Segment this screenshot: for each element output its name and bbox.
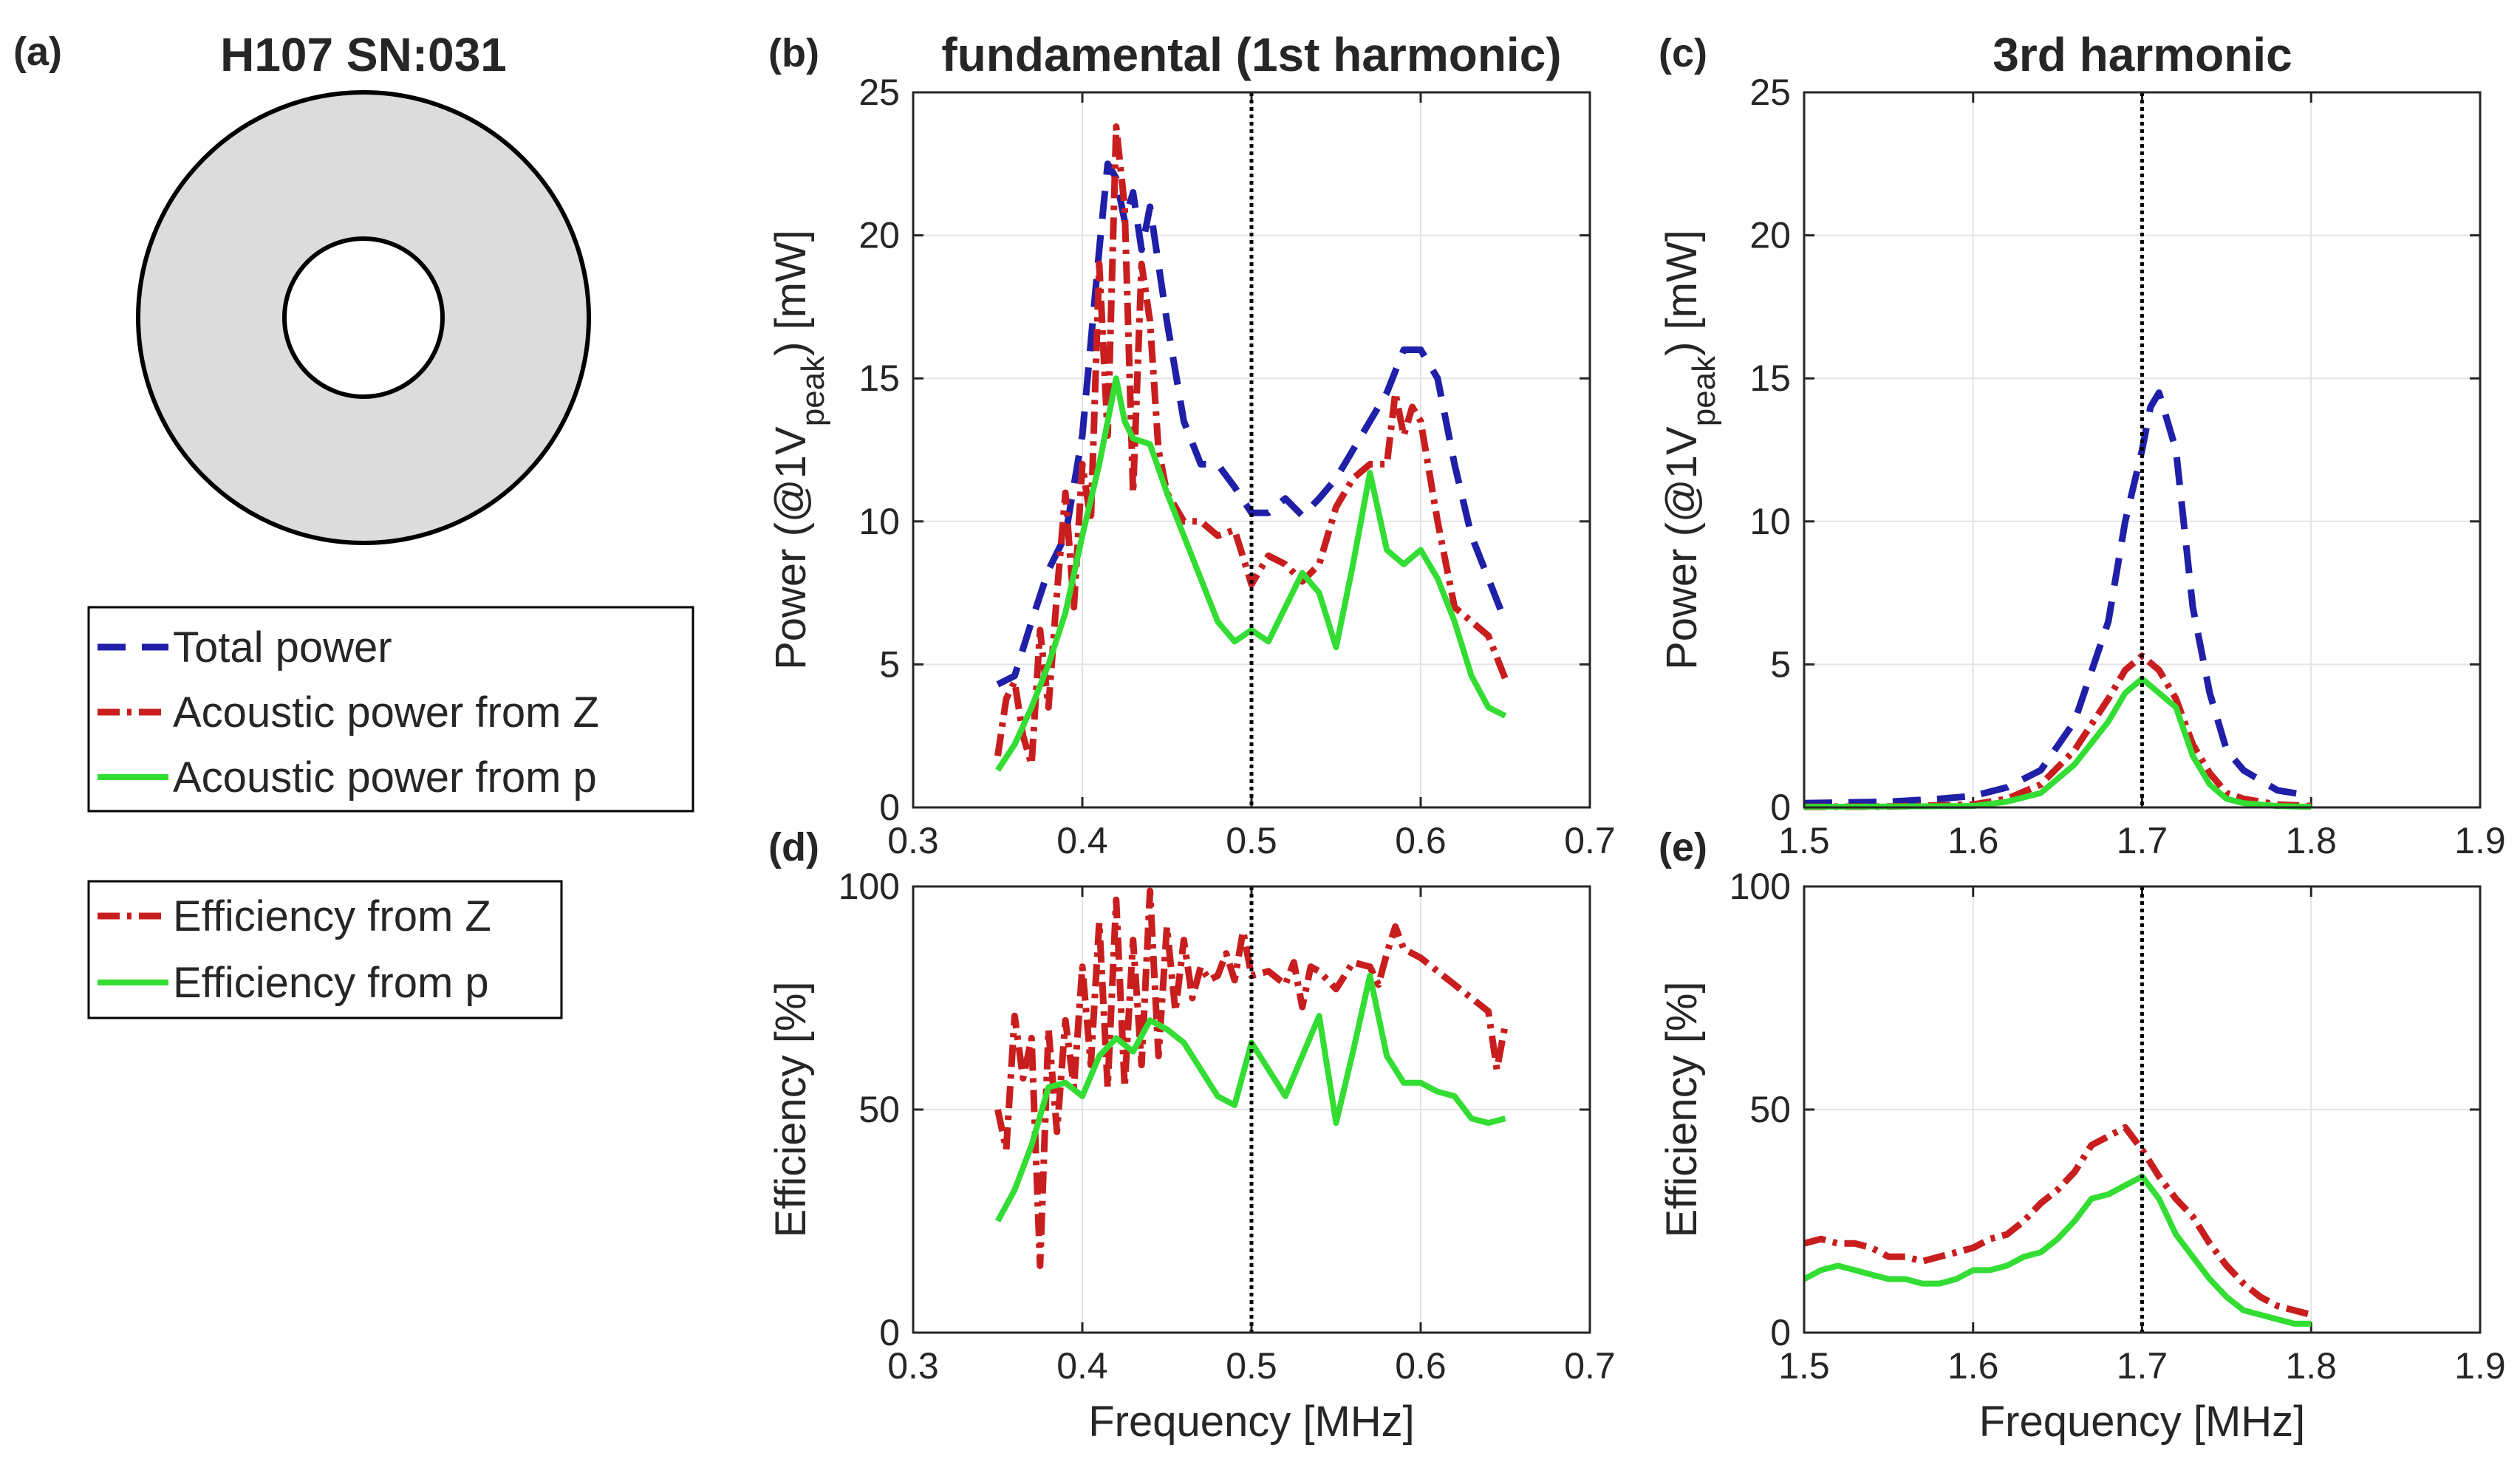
ytick-label-b-5: 25 — [858, 72, 900, 113]
ylabel-sub-c: peak — [1686, 355, 1722, 426]
ylabel-main-e: Efficiency [%] — [1658, 981, 1706, 1237]
ytick-label-b-0: 0 — [879, 787, 900, 828]
xtick-label-d-4: 0.7 — [1564, 1345, 1616, 1387]
ylabel-main-d: Efficiency [%] — [767, 981, 815, 1237]
transducer-aperture — [282, 236, 445, 399]
ylabel-end-b: ) [mW] — [767, 230, 815, 356]
xtick-label-d-2: 0.5 — [1226, 1345, 1277, 1387]
ylabel-end-c: ) [mW] — [1658, 230, 1706, 356]
series-acZ-b — [994, 123, 1509, 768]
xtick-label-c-0: 1.5 — [1778, 820, 1830, 861]
xtick-label-d-3: 0.6 — [1395, 1345, 1447, 1387]
panel-c-label: (c) — [1659, 31, 1707, 75]
ytick-label-c-5: 25 — [1749, 72, 1791, 113]
panel-d-efficiency-fundamental: (d) 0.3 0.4 0.5 0.6 0.7 0 50 100 Efficiency [%] Fr… — [767, 825, 1616, 1446]
xtick-label-b-2: 0.5 — [1226, 820, 1277, 861]
xtick-label-e-4: 1.9 — [2454, 1345, 2506, 1387]
panel-c-power-3rd-harmonic: (c) 3rd harmonic 1.5 1.6 1.7 1.8 1.9 0 5 10 15 20 25… — [1658, 28, 2506, 861]
ytick-label-b-4: 20 — [858, 215, 900, 256]
panel-b-label: (b) — [768, 31, 819, 75]
ytick-label-b-2: 10 — [858, 501, 900, 542]
xtick-label-e-1: 1.6 — [1947, 1345, 1999, 1387]
ylabel-b: Power (@1Vpeak) [mW] — [767, 230, 831, 670]
legend-power: Total power Acoustic power from Z Acoustic… — [87, 606, 694, 813]
ytick-label-d-1: 50 — [858, 1089, 900, 1130]
legend-label-acP: Acoustic power from p — [173, 753, 597, 802]
axes-box-d — [912, 885, 1591, 1334]
panel-c-title: 3rd harmonic — [1993, 28, 2292, 81]
xtick-label-c-1: 1.6 — [1947, 820, 1999, 861]
series-effP-e — [1803, 1173, 2312, 1327]
ytick-label-d-2: 100 — [839, 866, 900, 907]
xtick-label-b-1: 0.4 — [1056, 820, 1108, 861]
ytick-label-e-1: 50 — [1749, 1089, 1791, 1130]
xlabel-e: Frequency [MHz] — [1979, 1398, 2306, 1446]
axes-box-c — [1803, 91, 2482, 809]
ylabel-main-c: Power (@1V — [1658, 426, 1706, 670]
ytick-label-c-2: 10 — [1749, 501, 1791, 542]
xtick-label-c-4: 1.9 — [2454, 820, 2506, 861]
series-acP-b — [995, 375, 1507, 772]
panel-a-label: (a) — [13, 30, 62, 74]
axes-box-e — [1803, 885, 2482, 1334]
ytick-label-b-1: 5 — [879, 643, 900, 685]
panel-a: (a) H107 SN:031 Total power Acoustic powe… — [13, 28, 694, 1019]
xtick-label-e-3: 1.8 — [2285, 1345, 2337, 1387]
xtick-label-c-2: 1.7 — [2117, 820, 2168, 861]
legend-power-box — [87, 606, 694, 813]
ytick-label-d-0: 0 — [879, 1312, 900, 1353]
legend-label-acZ: Acoustic power from Z — [173, 688, 599, 736]
panel-e-label: (e) — [1659, 825, 1707, 869]
series-effZ-d — [994, 887, 1509, 1269]
xtick-label-b-3: 0.6 — [1395, 820, 1447, 861]
ylabel-main-b: Power (@1V — [767, 426, 815, 670]
xtick-label-c-3: 1.8 — [2285, 820, 2337, 861]
xtick-label-e-2: 1.7 — [2117, 1345, 2168, 1387]
ytick-label-c-0: 0 — [1770, 787, 1791, 828]
panel-b-title: fundamental (1st harmonic) — [941, 28, 1561, 81]
xtick-label-b-4: 0.7 — [1564, 820, 1616, 861]
legend-efficiency-box — [87, 880, 563, 1019]
ytick-label-e-2: 100 — [1729, 866, 1791, 907]
panel-e-efficiency-3rd-harmonic: (e) 1.5 1.6 1.7 1.8 1.9 0 50 100 Efficiency [%] Fr… — [1658, 825, 2506, 1446]
ytick-label-c-1: 5 — [1770, 643, 1791, 685]
xtick-label-b-0: 0.3 — [887, 820, 939, 861]
xtick-label-e-0: 1.5 — [1778, 1345, 1830, 1387]
axes-box-b — [912, 91, 1591, 809]
series-total-b — [996, 160, 1509, 688]
xtick-label-d-1: 0.4 — [1056, 1345, 1108, 1387]
legend-label-effZ: Efficiency from Z — [173, 892, 491, 940]
ylabel-sub-b: peak — [795, 355, 831, 426]
ylabel-d: Efficiency [%] — [767, 981, 815, 1237]
legend-label-total: Total power — [173, 623, 392, 671]
series-effZ-e — [1803, 1124, 2312, 1319]
ytick-label-c-4: 20 — [1749, 215, 1791, 256]
legend-label-effP: Efficiency from p — [173, 959, 489, 1007]
panel-a-title: H107 SN:031 — [220, 28, 507, 81]
ytick-label-e-0: 0 — [1770, 1312, 1791, 1353]
panel-d-label: (d) — [768, 825, 819, 869]
ylabel-e: Efficiency [%] — [1658, 981, 1706, 1237]
legend-efficiency: Efficiency from Z Efficiency from p — [87, 880, 563, 1019]
ylabel-c: Power (@1Vpeak) [mW] — [1658, 230, 1722, 670]
ytick-label-c-3: 15 — [1749, 358, 1791, 399]
xlabel-d: Frequency [MHz] — [1088, 1398, 1415, 1446]
ytick-label-b-3: 15 — [858, 358, 900, 399]
xtick-label-d-0: 0.3 — [887, 1345, 939, 1387]
panel-b-power-fundamental: (b) fundamental (1st harmonic) 0.3 0.4 0.5 0.… — [767, 28, 1616, 861]
